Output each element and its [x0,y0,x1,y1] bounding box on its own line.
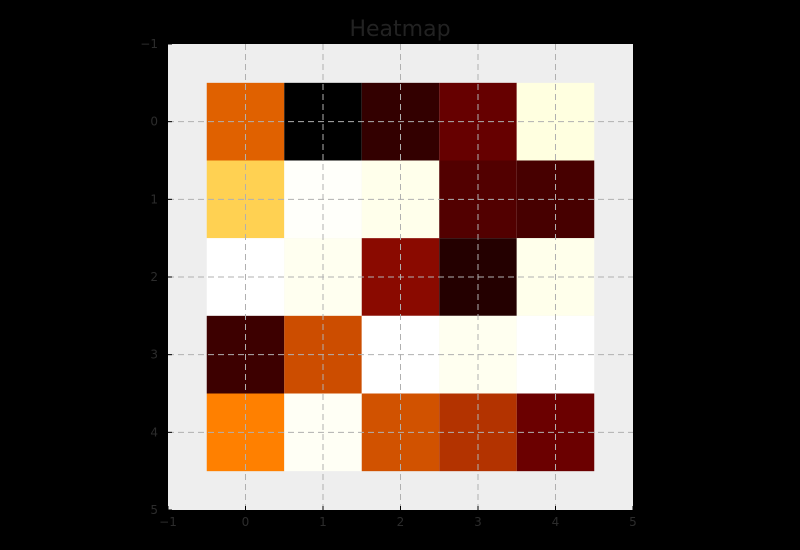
x-tick-label: 3 [474,515,482,529]
y-tick-label: 2 [150,270,158,284]
x-tick-label: 4 [552,515,560,529]
y-tick-label: −1 [140,37,158,51]
chart-title: Heatmap [349,17,450,42]
x-tick-label: 2 [397,515,405,529]
y-tick-label: 3 [150,348,158,362]
grid-lines [168,44,633,510]
x-tick-label: 0 [242,515,250,529]
x-tick-label: −1 [159,515,177,529]
y-tick-label: 5 [150,503,158,517]
y-tick-label: 1 [150,192,158,206]
y-tick-label: 4 [150,425,158,439]
y-tick-label: 0 [150,115,158,129]
x-tick-label: 5 [629,515,637,529]
x-tick-label: 1 [319,515,327,529]
